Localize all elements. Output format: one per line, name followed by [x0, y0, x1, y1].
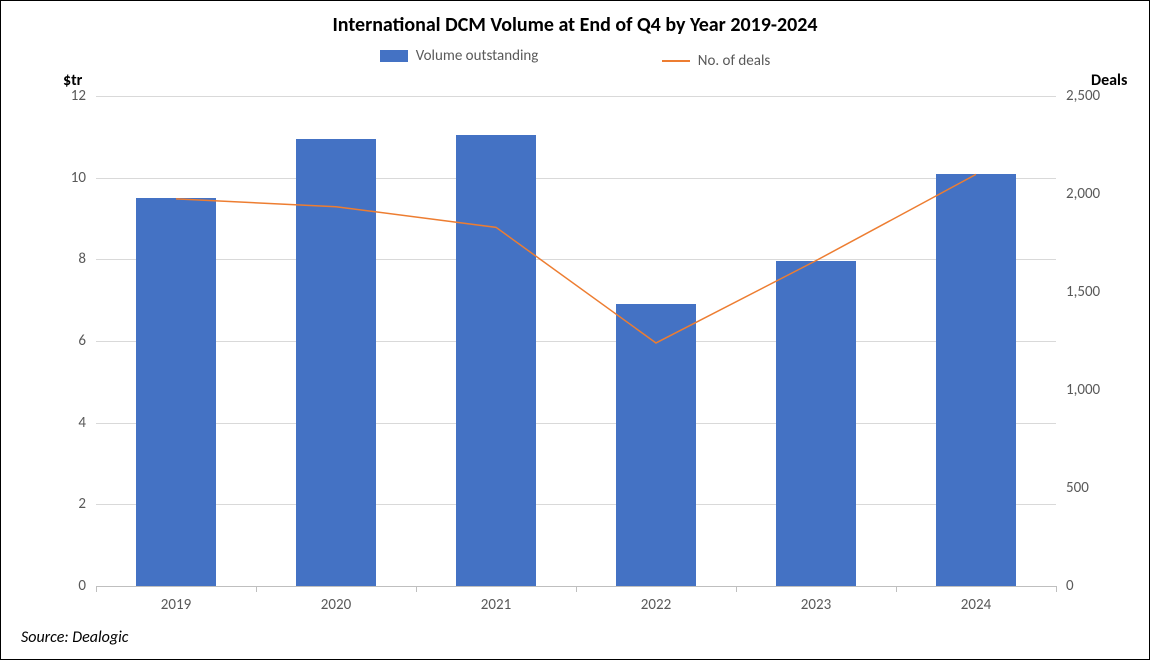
y-left-tick-label: 10 — [46, 169, 86, 187]
x-tick-mark — [256, 586, 257, 592]
x-tick-mark — [416, 586, 417, 592]
x-tick-mark — [736, 586, 737, 592]
x-tick-label: 2020 — [321, 596, 351, 614]
legend-label-bar: Volume outstanding — [416, 47, 539, 65]
source-label: Source: Dealogic — [21, 628, 128, 647]
y-left-tick-label: 2 — [46, 495, 86, 513]
y-right-tick-label: 1,000 — [1066, 381, 1116, 399]
x-tick-label: 2022 — [641, 596, 671, 614]
y-right-tick-label: 0 — [1066, 577, 1116, 595]
y-left-tick-label: 0 — [46, 577, 86, 595]
x-tick-mark — [896, 586, 897, 592]
x-tick-label: 2023 — [801, 596, 831, 614]
legend-label-line: No. of deals — [698, 52, 771, 70]
legend-swatch-line — [662, 60, 690, 62]
x-tick-label: 2019 — [161, 596, 191, 614]
y-right-tick-label: 500 — [1066, 479, 1116, 497]
x-tick-mark — [576, 586, 577, 592]
line-series — [96, 96, 1056, 586]
legend-item-bar: Volume outstanding — [380, 47, 539, 65]
legend: Volume outstanding No. of deals — [1, 47, 1149, 70]
y-right-tick-label: 1,500 — [1066, 283, 1116, 301]
x-tick-mark — [1056, 586, 1057, 592]
plot-area: 02468101205001,0001,5002,0002,5002019202… — [96, 96, 1056, 586]
x-tick-label: 2021 — [481, 596, 511, 614]
y-left-tick-label: 4 — [46, 414, 86, 432]
legend-item-line: No. of deals — [662, 52, 771, 70]
y-right-tick-label: 2,500 — [1066, 87, 1116, 105]
y-left-tick-label: 8 — [46, 250, 86, 268]
x-tick-label: 2024 — [961, 596, 991, 614]
y-left-tick-label: 12 — [46, 87, 86, 105]
chart-title: International DCM Volume at End of Q4 by… — [1, 13, 1149, 37]
y-right-tick-label: 2,000 — [1066, 185, 1116, 203]
x-tick-mark — [96, 586, 97, 592]
legend-swatch-bar — [380, 50, 408, 62]
y-left-tick-label: 6 — [46, 332, 86, 350]
chart-frame: International DCM Volume at End of Q4 by… — [0, 0, 1150, 660]
